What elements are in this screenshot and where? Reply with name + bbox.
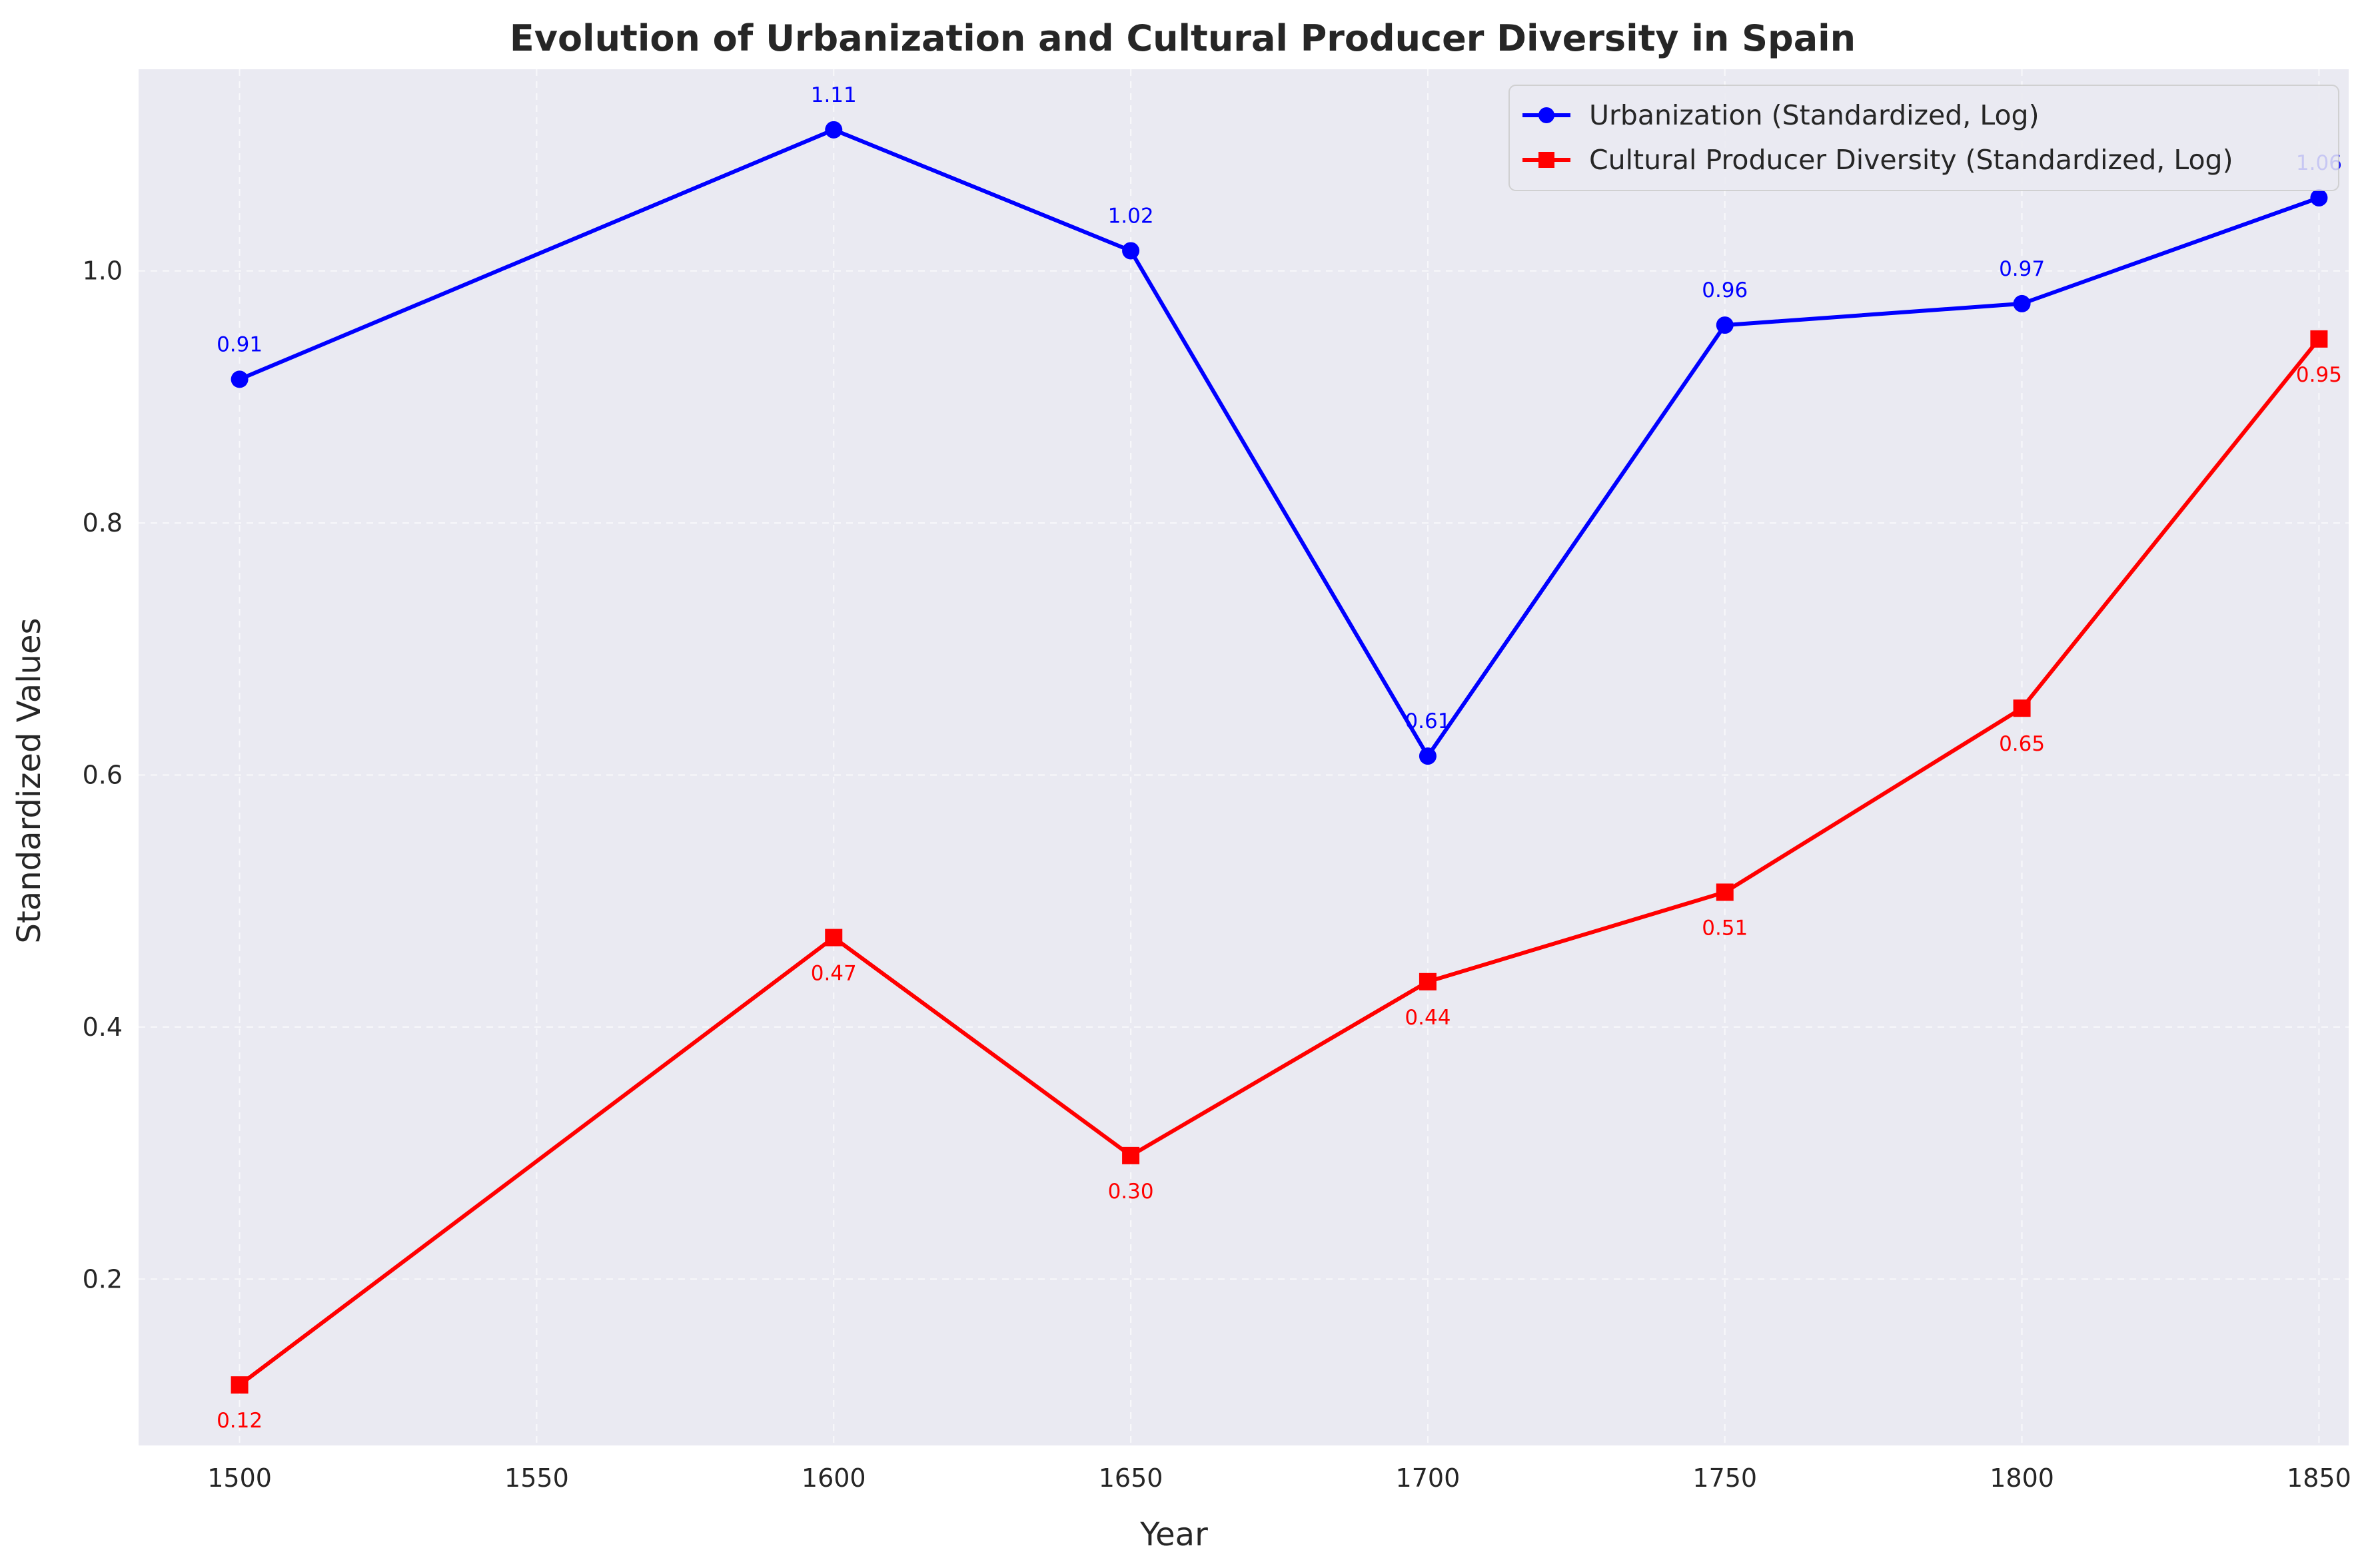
legend-label: Urbanization (Standardized, Log): [1589, 99, 2040, 131]
series-1-point: [825, 929, 843, 947]
series-0-point: [2013, 294, 2031, 312]
series-1-point: [1716, 883, 1734, 901]
x-tick-label: 1550: [504, 1463, 569, 1493]
series-0-point: [1122, 242, 1140, 260]
series-0-point: [231, 370, 249, 388]
y-tick-label: 1.0: [83, 256, 123, 286]
series-0-point: [2310, 189, 2328, 206]
data-label: 0.44: [1405, 1006, 1451, 1030]
data-label: 0.97: [1999, 257, 2045, 281]
chart-title: Evolution of Urbanization and Cultural P…: [510, 17, 1856, 59]
series-0-point: [1716, 316, 1734, 334]
y-axis-label: Standardized Values: [11, 618, 48, 944]
x-tick-label: 1800: [1990, 1463, 2054, 1493]
x-axis-ticks: 1500 1550 1600 1650 1700 1750 1800 1850: [207, 1463, 2351, 1493]
plot-area: [139, 69, 2349, 1445]
x-tick-label: 1500: [207, 1463, 272, 1493]
legend-box: [1508, 85, 2339, 191]
series-layer: [231, 121, 2328, 1394]
legend: Urbanization (Standardized, Log) Cultural…: [1508, 85, 2339, 191]
x-tick-label: 1600: [802, 1463, 866, 1493]
series-1-point: [2013, 699, 2031, 717]
x-tick-label: 1850: [2287, 1463, 2351, 1493]
data-label: 0.95: [2296, 363, 2342, 387]
series-1-point: [1419, 973, 1437, 990]
data-label: 0.30: [1108, 1180, 1154, 1204]
data-label: 1.11: [811, 83, 857, 107]
data-label: 0.51: [1702, 916, 1748, 940]
data-label: 0.96: [1702, 278, 1748, 302]
legend-marker-0: [1538, 107, 1554, 123]
x-tick-label: 1700: [1396, 1463, 1461, 1493]
x-tick-label: 1650: [1099, 1463, 1163, 1493]
data-label: 0.65: [1999, 732, 2045, 756]
data-label: 0.47: [811, 962, 857, 986]
series-1-point: [2310, 330, 2328, 348]
series-0-point: [825, 121, 843, 139]
y-tick-label: 0.6: [83, 760, 123, 789]
y-tick-label: 0.2: [83, 1264, 123, 1294]
data-label: 0.91: [217, 332, 263, 356]
series-1-point: [231, 1376, 249, 1394]
series-0-point: [1419, 747, 1437, 765]
legend-label: Cultural Producer Diversity (Standardize…: [1589, 144, 2233, 176]
series-1-point: [1122, 1146, 1140, 1164]
data-labels: 0.911.111.020.610.960.971.060.120.470.30…: [217, 83, 2342, 1433]
y-axis-ticks: 0.2 0.4 0.6 0.8 1.0: [83, 256, 123, 1294]
y-tick-label: 0.8: [83, 508, 123, 538]
x-tick-label: 1750: [1692, 1463, 1757, 1493]
x-axis-label: Year: [1139, 1516, 1208, 1553]
data-label: 0.12: [217, 1409, 263, 1433]
data-label: 1.02: [1108, 204, 1154, 228]
legend-marker-1: [1538, 152, 1554, 168]
y-tick-label: 0.4: [83, 1012, 123, 1042]
data-label: 0.61: [1405, 709, 1451, 733]
